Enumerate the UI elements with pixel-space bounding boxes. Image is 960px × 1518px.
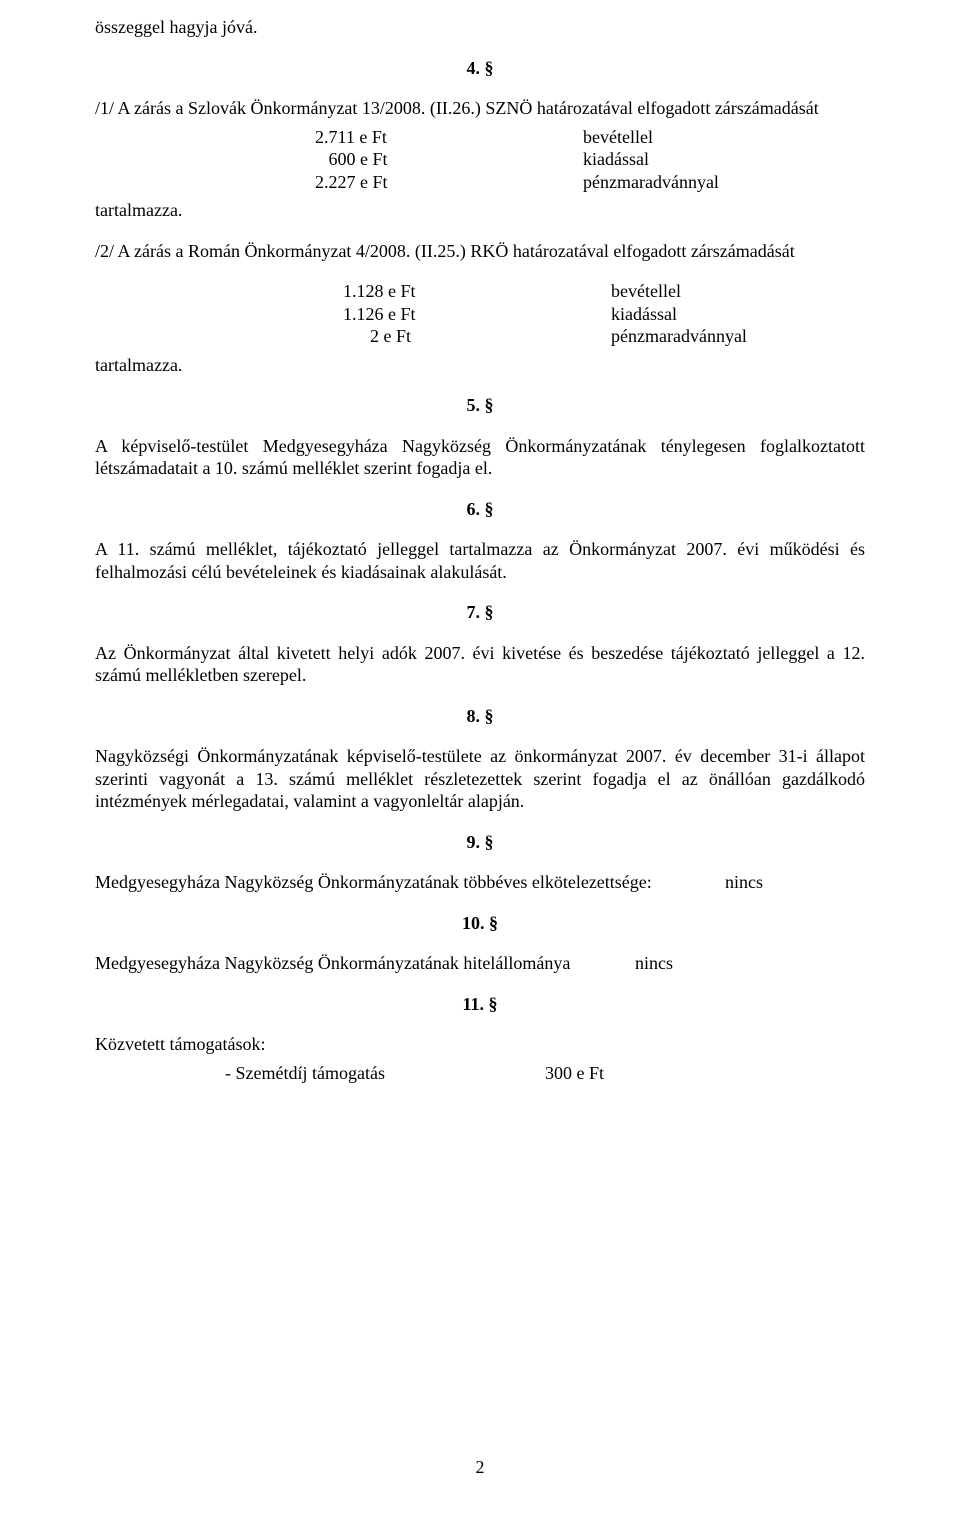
para-1-tail: tartalmazza. — [95, 199, 865, 222]
amount-value: 1.128 e Ft — [95, 280, 603, 303]
amount-label: bevétellel — [575, 126, 865, 149]
page-number: 2 — [0, 1456, 960, 1479]
amount-value: 1.126 e Ft — [95, 303, 603, 326]
para-11-item: - Szemétdíj támogatás — [225, 1062, 545, 1085]
para-11-amount: 300 e Ft — [545, 1062, 604, 1085]
para-9-value: nincs — [725, 871, 865, 894]
amount-row: 2.227 e Ft pénzmaradvánnyal — [95, 171, 865, 194]
para-1-amounts: 2.711 e Ft bevétellel 600 e Ft kiadással… — [95, 126, 865, 194]
section-7-heading: 7. § — [95, 601, 865, 624]
amount-row: 2.711 e Ft bevétellel — [95, 126, 865, 149]
para-6: A 11. számú melléklet, tájékoztató jelle… — [95, 538, 865, 583]
section-4-heading: 4. § — [95, 57, 865, 80]
section-6-heading: 6. § — [95, 498, 865, 521]
amount-row: 1.126 e Ft kiadással — [95, 303, 865, 326]
amount-label: pénzmaradvánnyal — [575, 171, 865, 194]
para-2-amounts: 1.128 e Ft bevétellel 1.126 e Ft kiadáss… — [95, 280, 865, 348]
para-8: Nagyközségi Önkormányzatának képviselő-t… — [95, 745, 865, 813]
section-11-heading: 11. § — [95, 993, 865, 1016]
amount-value: 2.227 e Ft — [95, 171, 575, 194]
document-page: összeggel hagyja jóvá. 4. § /1/ A zárás … — [0, 0, 960, 1518]
para-9-text: Medgyesegyháza Nagyközség Önkormányzatán… — [95, 871, 725, 894]
amount-row: 600 e Ft kiadással — [95, 148, 865, 171]
para-5: A képviselő-testület Medgyesegyháza Nagy… — [95, 435, 865, 480]
para-11-label: Közvetett támogatások: — [95, 1033, 865, 1056]
para-10: Medgyesegyháza Nagyközség Önkormányzatán… — [95, 952, 865, 975]
amount-value: 2.711 e Ft — [95, 126, 575, 149]
section-8-heading: 8. § — [95, 705, 865, 728]
para-2-tail: tartalmazza. — [95, 354, 865, 377]
para-1-lead: /1/ A zárás a Szlovák Önkormányzat 13/20… — [95, 97, 865, 120]
para-9: Medgyesegyháza Nagyközség Önkormányzatán… — [95, 871, 865, 894]
amount-value: 2 e Ft — [95, 325, 603, 348]
opening-fragment: összeggel hagyja jóvá. — [95, 16, 865, 39]
amount-label: pénzmaradvánnyal — [603, 325, 865, 348]
amount-row: 1.128 e Ft bevétellel — [95, 280, 865, 303]
para-10-value: nincs — [635, 952, 865, 975]
amount-label: kiadással — [575, 148, 865, 171]
para-10-text: Medgyesegyháza Nagyközség Önkormányzatán… — [95, 952, 635, 975]
para-11-item-row: - Szemétdíj támogatás 300 e Ft — [95, 1062, 865, 1085]
amount-label: bevétellel — [603, 280, 865, 303]
amount-value: 600 e Ft — [95, 148, 575, 171]
para-2-lead: /2/ A zárás a Román Önkormányzat 4/2008.… — [95, 240, 865, 263]
amount-row: 2 e Ft pénzmaradvánnyal — [95, 325, 865, 348]
section-5-heading: 5. § — [95, 394, 865, 417]
para-7: Az Önkormányzat által kivetett helyi adó… — [95, 642, 865, 687]
section-10-heading: 10. § — [95, 912, 865, 935]
amount-label: kiadással — [603, 303, 865, 326]
section-9-heading: 9. § — [95, 831, 865, 854]
